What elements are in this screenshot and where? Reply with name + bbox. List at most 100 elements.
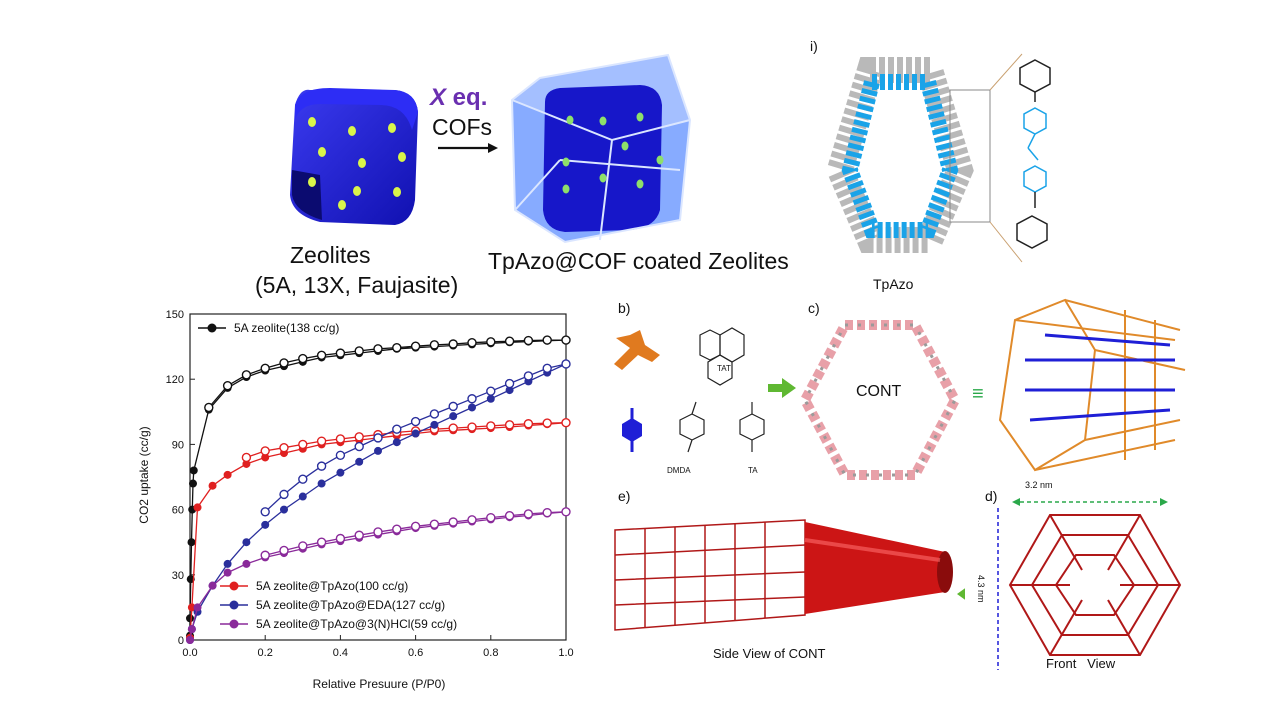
desorption-point: [279, 358, 289, 368]
series-2: [186, 359, 571, 644]
tpazo-framework-figure: [826, 53, 1051, 263]
desorption-point: [335, 533, 346, 544]
equivalent-symbol: ≡: [972, 383, 984, 405]
desorption-point: [260, 507, 270, 517]
series-0: [186, 335, 571, 640]
green-arrow-left: [957, 588, 965, 600]
legend-entry: 5A zeolite@TpAzo(100 cc/g): [256, 579, 408, 593]
adsorption-point: [486, 394, 495, 403]
legend-marker: [229, 600, 239, 610]
adsorption-point: [505, 386, 514, 395]
desorption-point: [392, 524, 402, 534]
adsorption-point: [223, 568, 232, 577]
front-view-label: Front View: [1046, 656, 1116, 671]
side-view-label: Side View of CONT: [713, 646, 826, 661]
ta-molecule: [739, 402, 765, 452]
tpazo-hexagon: [826, 53, 1023, 263]
desorption-line: [265, 511, 567, 556]
desorption-point: [523, 419, 534, 429]
desorption-point: [467, 422, 477, 432]
coated-zeolite-crystal: [510, 53, 692, 244]
chart-legend: 5A zeolite(138 cc/g) 5A zeolite@TpAzo(100…: [198, 321, 457, 631]
adsorption-point: [189, 479, 198, 488]
adsorption-point: [242, 538, 251, 547]
desorption-line: [246, 422, 567, 459]
desorption-point: [504, 510, 515, 521]
panel-i-label: i): [810, 38, 818, 54]
orange-trigonal-node: [614, 330, 660, 370]
adsorption-point: [242, 559, 251, 568]
desorption-point: [354, 530, 364, 540]
arrow-label-eq: X eq.: [430, 84, 487, 112]
cont-side-view: [614, 519, 965, 631]
desorption-point: [504, 336, 515, 346]
tpazo-label: TpAzo: [873, 276, 914, 292]
x-tick-label: 0.0: [182, 647, 197, 659]
adsorption-point: [411, 429, 420, 438]
adsorption-point: [374, 446, 382, 455]
desorption-point: [316, 350, 327, 360]
legend-entry: 5A zeolite@TpAzo@3(N)HCl(59 cc/g): [256, 617, 457, 631]
adsorption-point: [186, 614, 194, 623]
desorption-point: [486, 337, 496, 347]
panel-b-label: b): [618, 300, 631, 316]
desorption-point: [298, 474, 308, 484]
desorption-point: [392, 342, 402, 353]
desorption-point: [523, 371, 534, 381]
desorption-point: [448, 401, 458, 412]
legend-marker: [229, 619, 239, 629]
desorption-point: [561, 417, 571, 428]
dmda-molecule: [679, 401, 705, 453]
adsorption-point: [187, 625, 196, 634]
x-tick-label: 0.2: [258, 647, 273, 659]
desorption-point: [410, 341, 421, 351]
cont-3d-framework: [998, 298, 1186, 472]
adsorption-point: [468, 403, 476, 412]
desorption-point: [561, 507, 571, 517]
zeolites-subtitle: (5A, 13X, Faujasite): [255, 272, 459, 298]
desorption-point: [486, 386, 496, 396]
front-hexagon-framework: [1008, 514, 1182, 656]
y-tick-label: 120: [166, 374, 184, 386]
coated-zeolites-title: TpAzo@COF coated Zeolites: [488, 248, 789, 274]
desorption-point: [429, 409, 440, 419]
width-label: 3.2 nm: [1025, 480, 1053, 490]
desorption-point: [467, 337, 477, 348]
width-dimension: [1012, 498, 1168, 506]
adsorption-point: [193, 503, 202, 512]
series-3: [186, 507, 571, 644]
legend-entry: 5A zeolite@TpAzo@EDA(127 cc/g): [256, 598, 445, 612]
desorption-point: [523, 509, 534, 519]
x-tick-label: 1.0: [558, 647, 573, 659]
desorption-point: [542, 507, 552, 518]
adsorption-point: [208, 581, 217, 590]
x-tick-label: 0.4: [333, 647, 348, 659]
desorption-point: [260, 550, 270, 560]
cont-label: CONT: [856, 383, 902, 400]
eq-text: eq.: [446, 84, 488, 111]
desorption-point: [279, 489, 289, 500]
adsorption-point: [189, 466, 198, 475]
height-label: 4.3 nm: [976, 575, 986, 603]
zeolite-scheme: [290, 53, 692, 244]
desorption-point: [354, 432, 364, 442]
y-tick-label: 30: [172, 570, 184, 582]
desorption-point: [429, 340, 440, 350]
legend-marker: [207, 323, 217, 333]
arrow-label-cofs: COFs: [432, 114, 493, 140]
zeolite-crystal: [290, 88, 418, 225]
desorption-point: [373, 433, 383, 443]
desorption-point: [222, 381, 233, 391]
green-arrow: [768, 378, 796, 398]
cont-side-framework: [614, 519, 806, 631]
desorption-point: [335, 434, 346, 444]
panel-d-label: d): [985, 488, 998, 504]
desorption-point: [410, 521, 421, 532]
desorption-point: [316, 461, 327, 471]
y-tick-label: 90: [172, 439, 184, 451]
desorption-point: [298, 439, 308, 450]
cont-cylinder: [804, 522, 953, 614]
adsorption-point: [355, 457, 364, 466]
y-tick-label: 0: [178, 635, 184, 647]
desorption-point: [486, 512, 496, 523]
